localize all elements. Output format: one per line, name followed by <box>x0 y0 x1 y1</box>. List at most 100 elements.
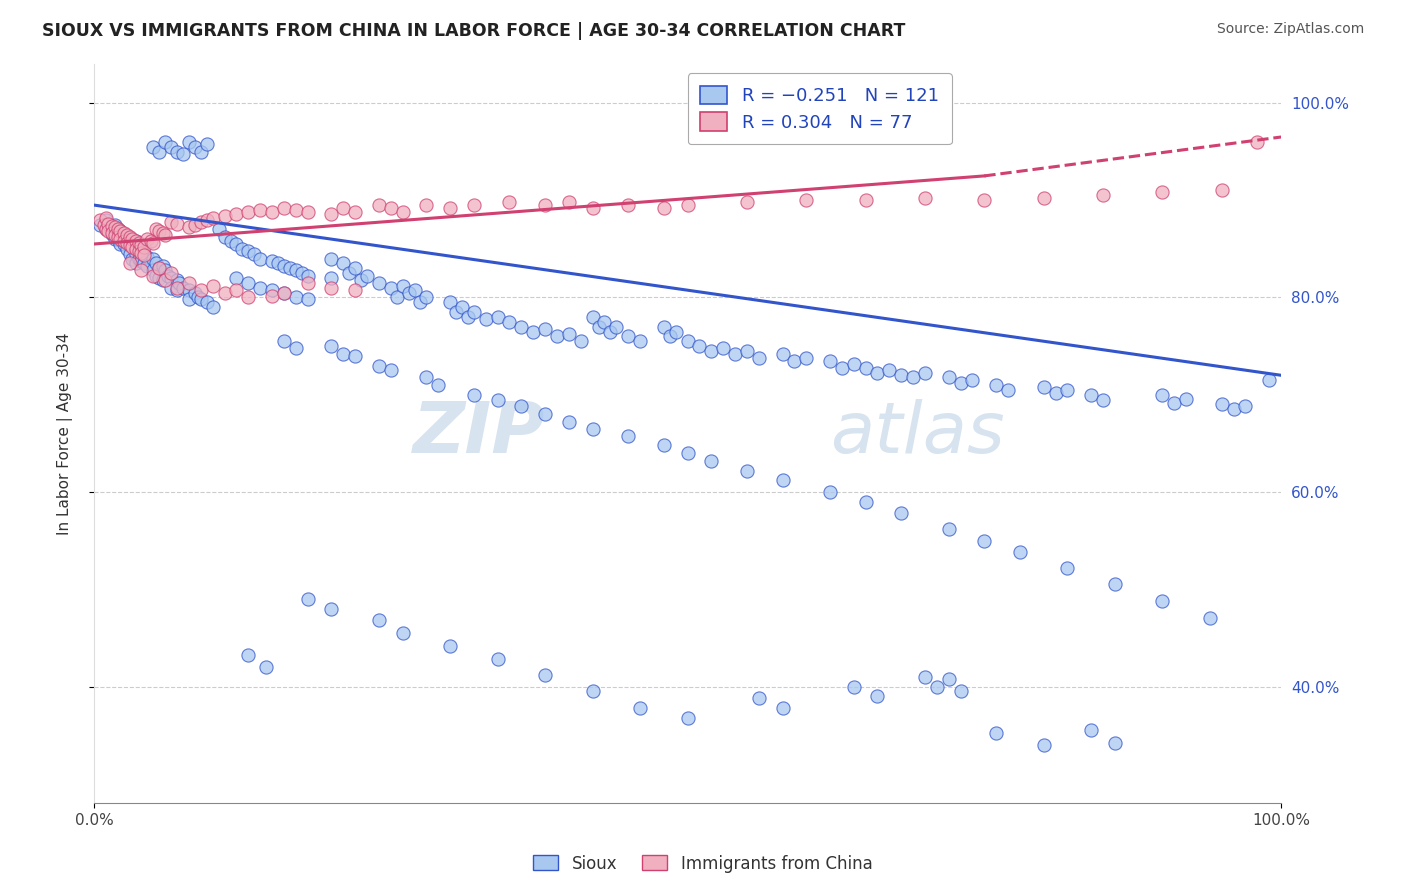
Point <box>463 198 485 212</box>
Point <box>1056 383 1078 397</box>
Point <box>243 246 266 260</box>
Point <box>321 281 343 295</box>
Point <box>132 240 155 254</box>
Point <box>901 370 924 384</box>
Point <box>794 351 817 365</box>
Point <box>665 325 688 339</box>
Point <box>534 198 557 212</box>
Text: ZIP: ZIP <box>413 399 546 468</box>
Point <box>104 220 127 235</box>
Point <box>1045 385 1067 400</box>
Point <box>581 201 603 215</box>
Point <box>380 363 402 377</box>
Point <box>107 232 129 246</box>
Point <box>842 357 865 371</box>
Point <box>818 485 841 500</box>
Legend: R = −0.251   N = 121, R = 0.304   N = 77: R = −0.251 N = 121, R = 0.304 N = 77 <box>688 73 952 145</box>
Point <box>534 321 557 335</box>
Point <box>160 214 183 228</box>
Point <box>132 256 155 270</box>
Point <box>735 343 758 358</box>
Point <box>385 290 408 304</box>
Point <box>148 261 170 276</box>
Point <box>534 668 557 682</box>
Y-axis label: In Labor Force | Age 30-34: In Labor Force | Age 30-34 <box>58 333 73 535</box>
Point <box>772 473 794 487</box>
Point <box>1032 191 1054 205</box>
Point <box>152 227 174 241</box>
Point <box>593 315 616 329</box>
Point <box>254 660 277 674</box>
Point <box>284 263 307 277</box>
Point <box>735 464 758 478</box>
Point <box>156 269 179 284</box>
Point <box>321 601 343 615</box>
Point <box>1152 186 1174 200</box>
Point <box>136 250 159 264</box>
Point <box>108 224 131 238</box>
Point <box>131 238 153 252</box>
Point <box>187 290 209 304</box>
Point <box>350 273 373 287</box>
Point <box>321 207 343 221</box>
Point <box>498 315 520 329</box>
Point <box>101 227 124 241</box>
Point <box>214 285 236 300</box>
Point <box>569 334 592 349</box>
Point <box>166 273 188 287</box>
Point <box>297 205 319 219</box>
Point <box>128 242 150 256</box>
Point <box>558 195 581 210</box>
Point <box>273 334 295 349</box>
Point <box>1163 395 1185 409</box>
Point <box>332 347 354 361</box>
Point <box>97 224 120 238</box>
Point <box>949 376 972 390</box>
Point <box>658 329 681 343</box>
Point <box>142 252 165 266</box>
Point <box>118 232 141 246</box>
Point <box>297 591 319 606</box>
Point <box>89 212 111 227</box>
Point <box>238 290 260 304</box>
Point <box>148 224 170 238</box>
Point <box>925 680 948 694</box>
Point <box>104 218 127 232</box>
Point <box>145 269 167 284</box>
Point <box>155 263 177 277</box>
Point <box>297 293 319 307</box>
Point <box>415 198 437 212</box>
Point <box>1080 723 1102 738</box>
Point <box>628 334 651 349</box>
Point <box>617 198 640 212</box>
Point <box>152 273 174 287</box>
Point <box>367 359 389 373</box>
Point <box>599 325 621 339</box>
Point <box>142 139 165 153</box>
Point <box>344 261 367 276</box>
Point <box>962 373 984 387</box>
Point <box>1211 397 1233 411</box>
Point <box>152 260 174 274</box>
Text: atlas: atlas <box>830 399 1005 468</box>
Point <box>711 341 734 355</box>
Point <box>128 244 150 258</box>
Point <box>997 383 1019 397</box>
Point <box>676 446 699 460</box>
Point <box>112 227 135 241</box>
Point <box>356 269 378 284</box>
Text: Source: ZipAtlas.com: Source: ZipAtlas.com <box>1216 22 1364 37</box>
Point <box>380 201 402 215</box>
Point <box>1211 184 1233 198</box>
Point <box>463 388 485 402</box>
Point <box>794 193 817 207</box>
Point <box>184 218 207 232</box>
Point <box>380 281 402 295</box>
Point <box>510 319 533 334</box>
Point <box>117 230 139 244</box>
Point <box>108 232 131 246</box>
Point <box>273 285 295 300</box>
Point <box>160 266 183 280</box>
Point <box>735 195 758 210</box>
Point <box>463 305 485 319</box>
